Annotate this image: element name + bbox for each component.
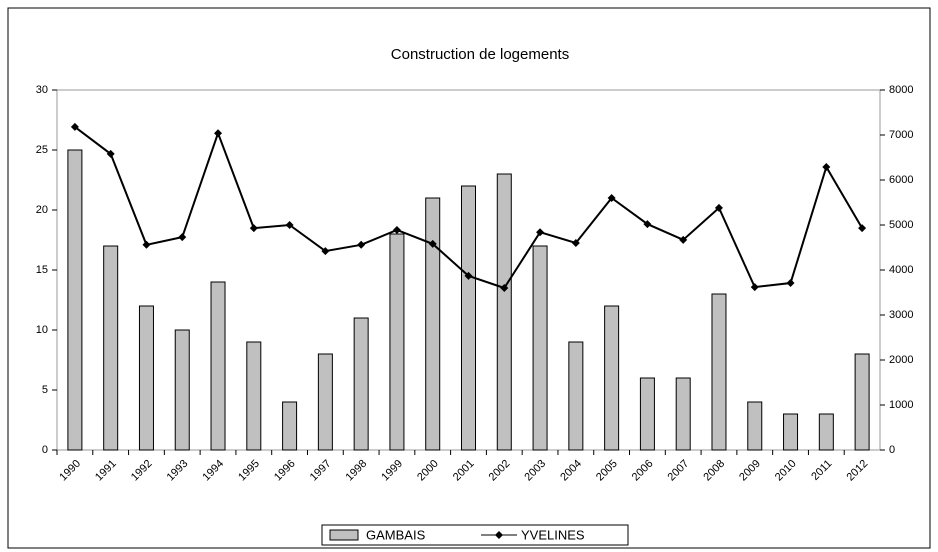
line-marker: [750, 283, 759, 292]
bar: [818, 413, 834, 451]
bar: [639, 377, 655, 451]
y2-tick-label: 5000: [889, 219, 913, 231]
line-marker: [571, 239, 580, 247]
line-marker: [643, 220, 652, 229]
line-marker: [249, 224, 258, 233]
bar: [317, 353, 333, 451]
line-marker: [607, 194, 616, 202]
line-marker: [142, 240, 151, 249]
line-marker: [464, 271, 473, 280]
bar: [747, 401, 763, 451]
bar: [389, 233, 405, 451]
bar: [783, 413, 799, 451]
line-marker: [428, 239, 437, 248]
y2-tick-label: 0: [889, 444, 895, 456]
y2-tick-label: 2000: [889, 354, 913, 366]
y2-tick-label: 6000: [889, 174, 913, 186]
legend-box: [321, 524, 629, 546]
y2-tick-label: 8000: [889, 84, 913, 96]
bar: [174, 329, 190, 451]
line-marker: [822, 162, 831, 171]
legend-swatch: [329, 529, 359, 541]
legend: [321, 524, 629, 546]
line-marker: [714, 203, 723, 212]
bar: [425, 197, 441, 451]
y2-tick-label: 4000: [889, 264, 913, 276]
bar: [246, 341, 262, 451]
line-marker: [679, 235, 688, 244]
legend-label: GAMBAIS: [366, 527, 426, 542]
line-marker: [500, 284, 509, 292]
bar: [854, 353, 870, 451]
line-marker: [858, 224, 867, 233]
bar: [282, 401, 298, 451]
bar: [604, 305, 620, 451]
y-tick-label: 15: [36, 264, 48, 276]
chart-title: Construction de logements: [391, 46, 569, 63]
line-marker: [214, 129, 223, 138]
line-marker: [786, 279, 795, 288]
y-tick-label: 10: [36, 324, 48, 336]
bar: [568, 341, 584, 451]
bar: [711, 293, 727, 451]
y2-tick-label: 1000: [889, 399, 913, 411]
y-tick-label: 30: [36, 84, 48, 96]
legend-label: YVELINES: [521, 527, 585, 542]
line-marker: [321, 247, 330, 256]
y-tick-label: 0: [42, 444, 48, 456]
line-marker: [536, 228, 545, 237]
line-marker: [70, 122, 79, 131]
y-tick-label: 5: [42, 384, 48, 396]
bar: [138, 305, 154, 451]
bar: [210, 281, 226, 451]
y-tick-label: 25: [36, 144, 48, 156]
line-marker: [106, 149, 115, 158]
bar: [532, 245, 548, 451]
bar: [496, 173, 512, 451]
y2-tick-label: 3000: [889, 309, 913, 321]
line-marker: [392, 225, 401, 234]
line-marker: [357, 240, 366, 249]
line-marker: [285, 221, 294, 229]
bar: [461, 185, 476, 451]
y-tick-label: 20: [36, 204, 48, 216]
bar: [675, 377, 691, 451]
legend-marker: [495, 531, 503, 539]
bar: [103, 245, 119, 451]
bar: [67, 149, 83, 451]
line-marker: [178, 233, 187, 242]
bar: [353, 317, 369, 451]
y2-tick-label: 7000: [889, 129, 913, 141]
